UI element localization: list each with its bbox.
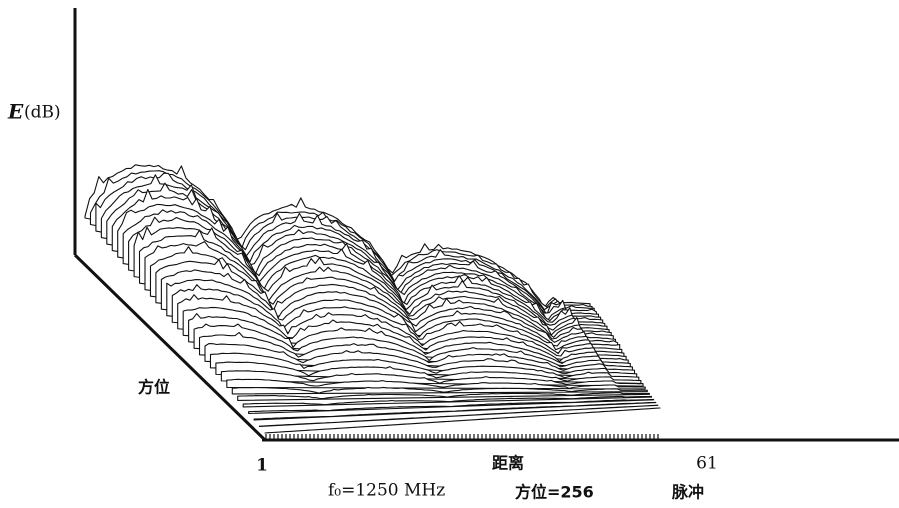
depth-label: 方位: [138, 378, 170, 397]
range-start: 1: [256, 456, 268, 476]
caption-frequency: f₀=1250 MHz: [328, 481, 445, 501]
figure: E (dB) 方位 1 距离 61 f₀=1250 MHz 方位=256 脉冲: [0, 0, 899, 508]
surface-plot: [85, 165, 660, 433]
range-end: 61: [696, 454, 718, 474]
caption-azimuth: 方位=256: [515, 483, 594, 502]
axis-unit: (dB): [24, 103, 61, 123]
surface-row: [260, 405, 658, 426]
range-label: 距离: [492, 454, 524, 473]
caption-unit: 脉冲: [671, 483, 704, 502]
axis-symbol: E: [7, 100, 24, 124]
surface-row: [265, 408, 660, 433]
